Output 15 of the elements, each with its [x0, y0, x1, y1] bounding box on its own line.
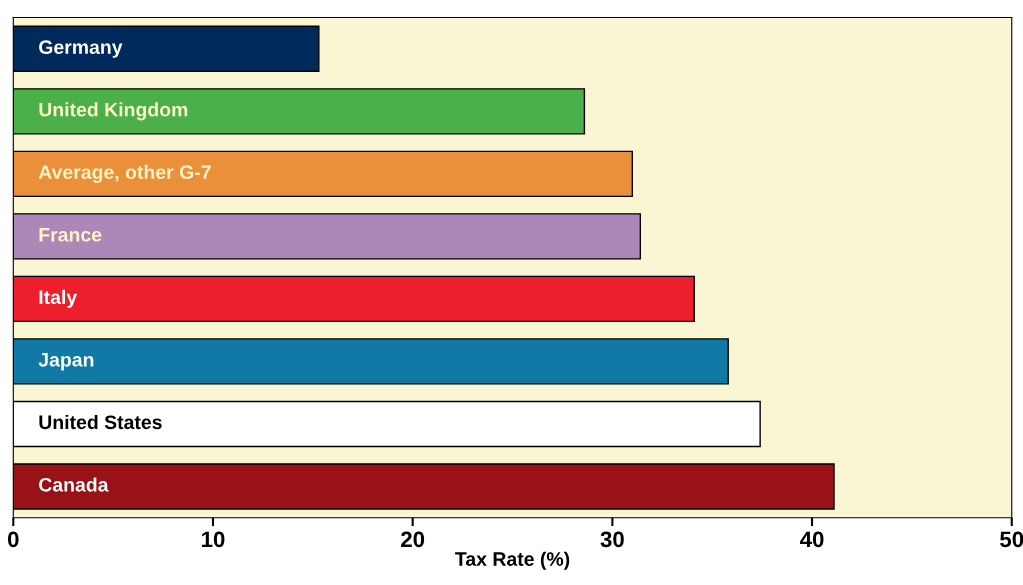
x-tick-label: 20 — [401, 531, 425, 548]
x-tick-label: 30 — [600, 531, 624, 548]
x-tick-label: 0 — [8, 531, 19, 548]
y-tick-label: Germany — [39, 40, 123, 58]
y-tick-label: Japan — [38, 353, 94, 371]
y-tick-label: France — [39, 228, 102, 242]
y-tick-label: United Kingdom — [39, 102, 188, 121]
y-tick-label: Italy — [39, 289, 78, 308]
y-tick-label: Average, other G-7 — [38, 164, 211, 183]
x-axis-title: Tax Rate (%) — [455, 551, 570, 570]
x-tick-label: 10 — [202, 531, 225, 548]
y-tick-label: Canada — [39, 477, 109, 492]
x-tick-label: 50 — [1000, 531, 1023, 548]
y-tick-label: United States — [39, 414, 162, 430]
x-tick-label: 40 — [800, 531, 824, 548]
